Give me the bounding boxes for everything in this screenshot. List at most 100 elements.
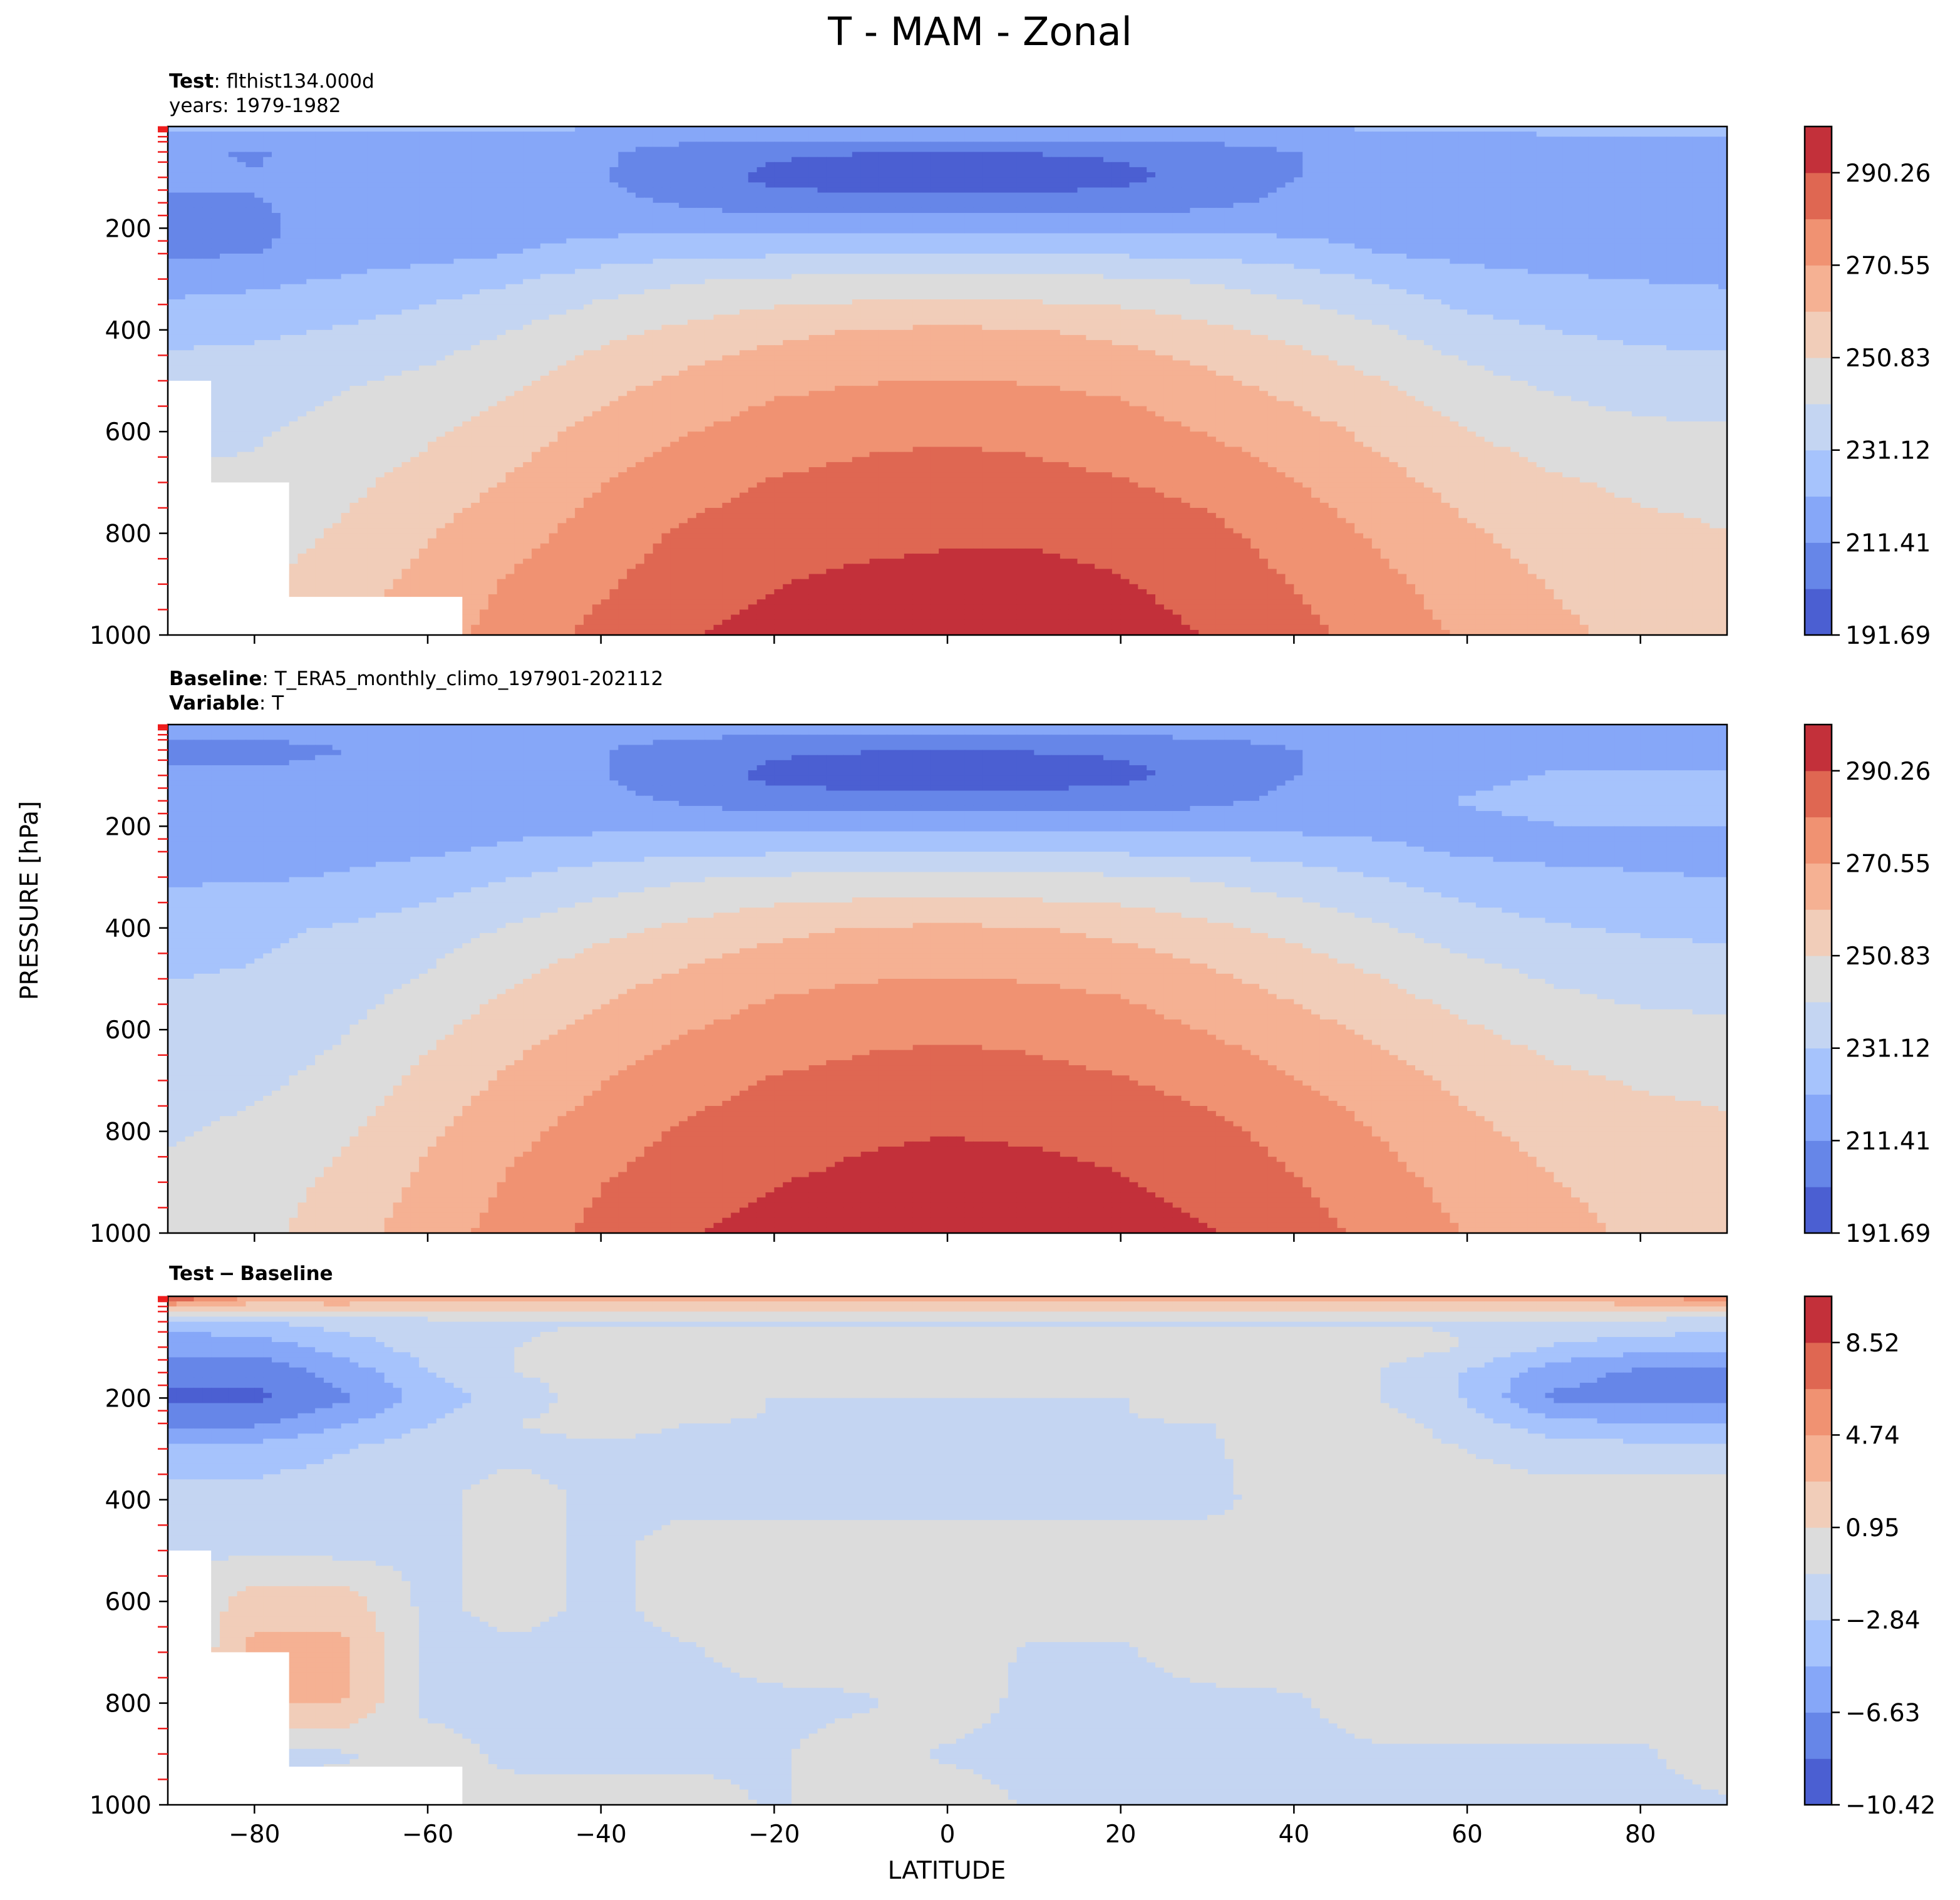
contour-cell (1190, 198, 1199, 204)
contour-cell (1537, 182, 1545, 188)
contour-cell (722, 142, 731, 147)
contour-cell (991, 198, 999, 204)
contour-cell (965, 198, 974, 204)
contour-plot: 2004006008001000 (90, 126, 1728, 650)
contour-cell (1693, 137, 1701, 142)
contour-cell (220, 157, 229, 163)
contour-cell (766, 152, 775, 158)
contour-cell (410, 193, 419, 199)
contour-cell (1034, 142, 1043, 147)
contour-cell (1320, 152, 1329, 158)
contour-cell (480, 167, 488, 173)
contour-cell (930, 157, 939, 163)
contour-cell (1693, 142, 1701, 147)
contour-cell (1562, 162, 1571, 168)
contour-cell (1095, 187, 1103, 193)
contour-cell (1693, 182, 1701, 188)
contour-cell (1207, 162, 1216, 168)
contour-cell (618, 182, 627, 188)
contour-cell (1277, 147, 1286, 152)
contour-cell (306, 203, 315, 209)
contour-cell (281, 182, 289, 188)
contour-cell (878, 177, 887, 183)
contour-cell (1675, 193, 1684, 199)
contour-cell (1051, 162, 1060, 168)
contour-cell (1130, 126, 1138, 132)
contour-cell (575, 152, 584, 158)
contour-cell (1147, 172, 1155, 178)
contour-cell (168, 187, 177, 193)
contour-cell (1554, 198, 1562, 204)
contour-cell (1199, 167, 1207, 173)
contour-cell (168, 152, 177, 158)
contour-cell (177, 187, 185, 193)
contour-cell (714, 126, 723, 132)
contour-cell (367, 126, 376, 132)
contour-cell (1597, 137, 1606, 142)
contour-cell (1597, 167, 1606, 173)
contour-cell (774, 162, 783, 168)
contour-cell (1138, 157, 1147, 163)
contour-cell (410, 203, 419, 209)
contour-cell (333, 137, 341, 142)
contour-cell (1666, 126, 1675, 132)
contour-cell (229, 142, 237, 147)
contour-cell (904, 187, 913, 193)
contour-cell (601, 126, 610, 132)
contour-cell (471, 157, 480, 163)
contour-cell (982, 137, 991, 142)
contour-cell (454, 182, 463, 188)
contour-cell (471, 152, 480, 158)
contour-cell (1675, 132, 1684, 137)
contour-cell (922, 142, 931, 147)
contour-cell (1138, 172, 1147, 178)
contour-cell (1398, 177, 1406, 183)
contour-cell (1164, 132, 1173, 137)
contour-cell (1701, 167, 1710, 173)
contour-cell (982, 172, 991, 178)
contour-cell (1043, 177, 1051, 183)
contour-cell (1537, 147, 1545, 152)
contour-cell (1346, 172, 1354, 178)
contour-cell (1302, 137, 1311, 142)
contour-cell (904, 142, 913, 147)
contour-cell (350, 147, 359, 152)
contour-cell (636, 142, 644, 147)
contour-cell (454, 187, 463, 193)
contour-cell (263, 193, 272, 199)
contour-cell (1519, 147, 1528, 152)
contour-cell (1476, 193, 1485, 199)
contour-cell (532, 193, 540, 199)
contour-cell (1086, 198, 1095, 204)
contour-cell (1545, 187, 1554, 193)
contour-cell (1103, 142, 1112, 147)
contour-cell (402, 142, 411, 147)
contour-cell (367, 167, 376, 173)
contour-cell (315, 126, 324, 132)
contour-cell (1519, 126, 1528, 132)
contour-cell (523, 152, 532, 158)
contour-cell (1338, 167, 1346, 173)
contour-cell (1510, 187, 1519, 193)
contour-cell (1424, 193, 1433, 199)
contour-cell (1354, 172, 1363, 178)
contour-cell (1493, 167, 1502, 173)
contour-cell (714, 137, 723, 142)
contour-cell (185, 182, 194, 188)
contour-cell (272, 132, 281, 137)
contour-cell (1632, 132, 1641, 137)
contour-cell (1268, 187, 1277, 193)
contour-cell (1173, 126, 1182, 132)
contour-cell (1130, 147, 1138, 152)
contour-cell (497, 177, 506, 183)
contour-cell (1138, 187, 1147, 193)
contour-cell (748, 182, 757, 188)
contour-cell (194, 147, 203, 152)
contour-cell (1485, 172, 1493, 178)
contour-cell (1641, 187, 1649, 193)
contour-cell (1571, 198, 1580, 204)
contour-cell (1190, 182, 1199, 188)
contour-cell (627, 157, 636, 163)
contour-cell (1338, 172, 1346, 178)
contour-cell (454, 126, 463, 132)
